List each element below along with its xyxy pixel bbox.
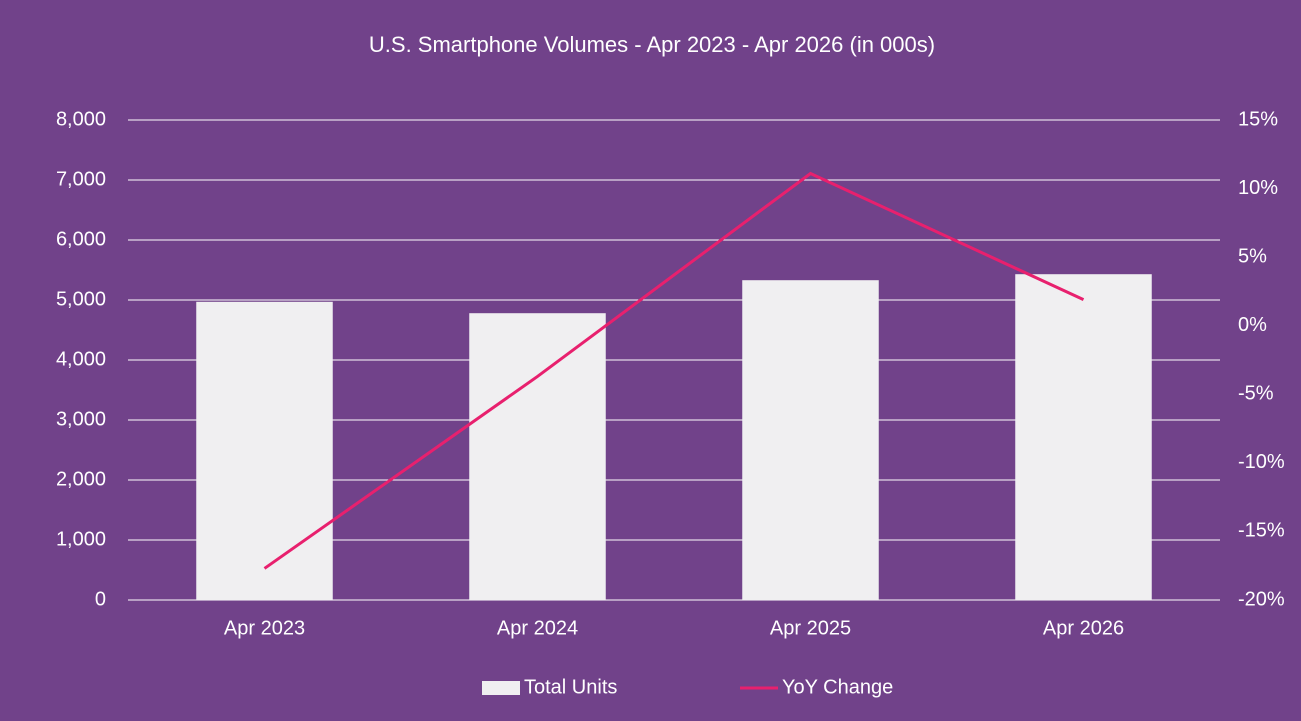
x-tick-label: Apr 2025 [770, 617, 851, 639]
line [263, 171, 1085, 570]
bar [196, 301, 333, 600]
x-tick-label: Apr 2024 [497, 617, 578, 639]
y2-tick-label: -5% [1238, 383, 1274, 405]
legend-label: YoY Change [782, 676, 893, 698]
x-tick-label: Apr 2026 [1043, 617, 1124, 639]
bar [742, 280, 879, 600]
y-tick-label: 2,000 [56, 468, 106, 490]
y2-tick-label: 10% [1238, 177, 1278, 199]
y-tick-label: 7,000 [56, 168, 106, 190]
y-tick-label: 1,000 [56, 528, 106, 550]
y-tick-label: 3,000 [56, 408, 106, 430]
y2-tick-label: -20% [1238, 588, 1285, 610]
y2-tick-label: -15% [1238, 520, 1285, 542]
x-tick-label: Apr 2023 [224, 617, 305, 639]
y2-tick-label: 0% [1238, 314, 1267, 336]
y-tick-label: 4,000 [56, 348, 106, 370]
legend-label: Total Units [524, 676, 617, 698]
legend-swatch [482, 681, 520, 695]
y-tick-label: 0 [95, 588, 106, 610]
y2-tick-label: -10% [1238, 451, 1285, 473]
y-tick-label: 8,000 [56, 108, 106, 130]
y-tick-label: 5,000 [56, 288, 106, 310]
y-tick-label: 6,000 [56, 228, 106, 250]
y2-tick-label: 5% [1238, 245, 1267, 267]
bar [469, 313, 606, 600]
bar [1015, 274, 1152, 600]
chart-title: U.S. Smartphone Volumes - Apr 2023 - Apr… [369, 32, 935, 57]
y2-tick-label: 15% [1238, 108, 1278, 130]
